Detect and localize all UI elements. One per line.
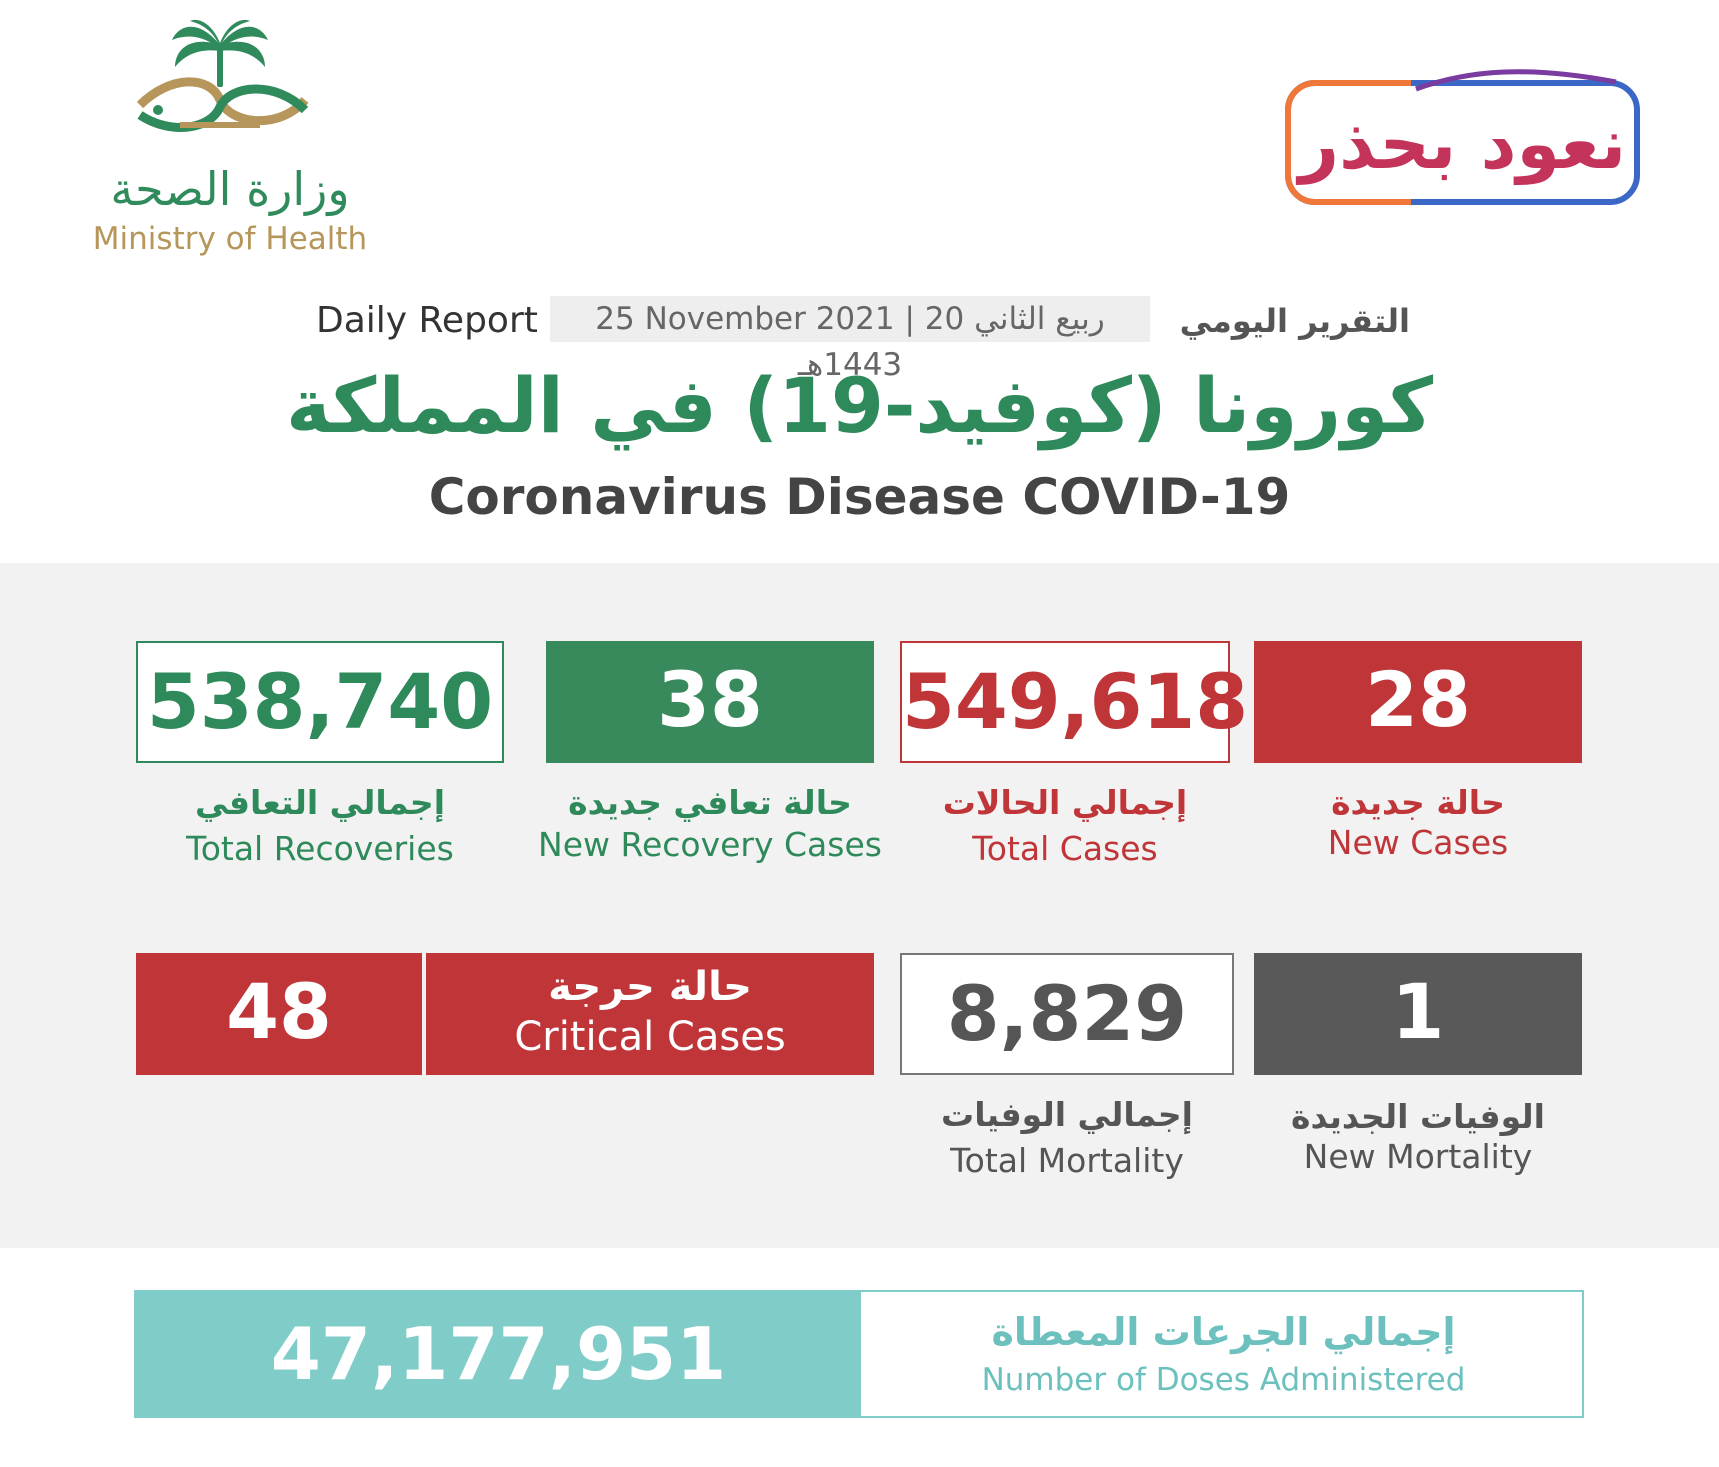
critical-cases-label-ar: حالة حرجة xyxy=(548,964,752,1010)
new-recovery-cases-label-en: New Recovery Cases xyxy=(538,825,882,864)
stats-panel: 538,740 إجمالي التعافي Total Recoveries … xyxy=(0,563,1719,1248)
moh-logo-arabic: وزارة الصحة xyxy=(110,162,350,216)
page-title-arabic: كورونا (كوفيد-19) في المملكة xyxy=(285,361,1434,450)
campaign-logo-text: نعود بحذر xyxy=(1298,103,1627,185)
new-cases-value: 28 xyxy=(1254,641,1582,763)
campaign-logo: نعود بحذر xyxy=(1285,69,1640,205)
report-date-row: Daily Report 25 November 2021 | 20 ربيع … xyxy=(0,296,1719,383)
total-cases-label-en: Total Cases xyxy=(972,829,1158,868)
daily-report-label-en: Daily Report xyxy=(316,300,538,341)
doses-administered-label-en: Number of Doses Administered xyxy=(981,1362,1466,1398)
swoosh-icon xyxy=(1415,69,1617,92)
daily-report-label-ar: التقرير اليومي xyxy=(1179,302,1410,340)
critical-cases-label-en: Critical Cases xyxy=(514,1014,786,1060)
new-cases-label-en: New Cases xyxy=(1327,823,1509,862)
report-date: 25 November 2021 | 20 ربيع الثاني 1443هـ xyxy=(550,296,1150,383)
critical-cases-value: 48 xyxy=(136,953,422,1075)
new-recovery-cases-label-ar: حالة تعافي جديدة xyxy=(568,783,852,822)
total-cases-value: 549,618 xyxy=(900,641,1248,763)
total-recoveries-label-ar: إجمالي التعافي xyxy=(194,783,446,822)
page-title-english: Coronavirus Disease COVID-19 xyxy=(428,468,1291,526)
critical-cases-label-box: حالة حرجة Critical Cases xyxy=(426,953,874,1075)
total-recoveries-value: 538,740 xyxy=(136,641,504,763)
doses-administered-label-ar: إجمالي الجرعات المعطاة xyxy=(991,1310,1456,1354)
total-mortality-label-en: Total Mortality xyxy=(950,1141,1184,1180)
total-cases-label-ar: إجمالي الحالات xyxy=(942,783,1188,822)
doses-administered-value: 47,177,951 xyxy=(136,1292,861,1416)
new-recovery-cases-value: 38 xyxy=(546,641,874,763)
palm-swords-emblem-icon xyxy=(136,19,309,132)
total-recoveries-label-en: Total Recoveries xyxy=(186,829,454,868)
total-mortality-label-ar: إجمالي الوفيات xyxy=(941,1095,1193,1134)
new-mortality-value: 1 xyxy=(1254,953,1582,1075)
new-mortality-label-ar: الوفيات الجديدة xyxy=(1291,1097,1545,1136)
new-mortality-label-en: New Mortality xyxy=(1303,1137,1533,1176)
ministry-of-health-logo: وزارة الصحة Ministry of Health xyxy=(80,15,380,260)
moh-logo-english: Ministry of Health xyxy=(92,221,368,257)
new-cases-label-ar: حالة جديدة xyxy=(1331,783,1505,822)
doses-administered-bar: 47,177,951 إجمالي الجرعات المعطاة Number… xyxy=(134,1290,1584,1418)
total-mortality-value: 8,829 xyxy=(900,953,1234,1075)
